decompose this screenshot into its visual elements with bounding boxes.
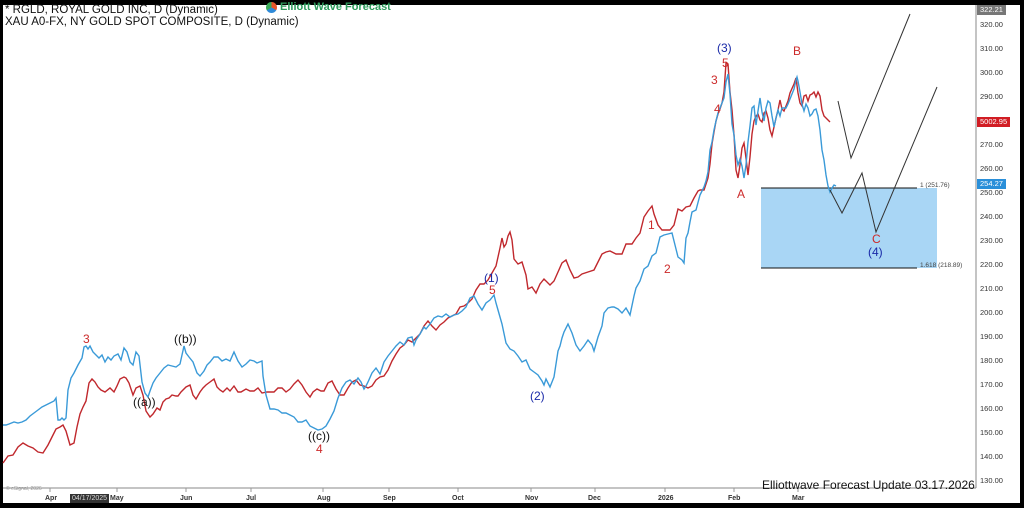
y-tick-180: 180.00 bbox=[980, 356, 1003, 365]
y-tick-150: 150.00 bbox=[980, 428, 1003, 437]
fib-label-1618: 1.618 (218.89) bbox=[920, 262, 963, 269]
x-tick-nov: Nov bbox=[525, 495, 539, 502]
overlay-symbol-title: XAU A0-FX, NY GOLD SPOT COMPOSITE, D (Dy… bbox=[5, 16, 299, 28]
cursor-date-tag: 04/17/2025 bbox=[70, 494, 110, 503]
wave-label-2-minor: 2 bbox=[664, 262, 671, 276]
y-tick-170: 170.00 bbox=[980, 380, 1003, 389]
rgld-series-line bbox=[3, 73, 837, 431]
price-tag-xau-last: 5002.95 bbox=[977, 117, 1011, 127]
y-tick-200: 200.00 bbox=[980, 308, 1003, 317]
wave-label-4-minor: 4 bbox=[714, 102, 721, 116]
y-tick-230: 230.00 bbox=[980, 236, 1003, 245]
brand-logo-icon bbox=[266, 1, 277, 13]
copyright-text: © eSignal, 2026 bbox=[6, 486, 42, 492]
y-tick-140: 140.00 bbox=[980, 452, 1003, 461]
x-tick-2026: 2026 bbox=[658, 495, 674, 502]
wave-label-3-left: 3 bbox=[83, 332, 90, 346]
wave-label-1-major: (1) bbox=[484, 271, 499, 285]
y-tick-320: 320.00 bbox=[980, 20, 1003, 29]
x-tick-feb: Feb bbox=[728, 495, 741, 502]
update-caption: Elliottwave Forecast Update 03.17.2026 bbox=[762, 478, 975, 492]
y-tick-130: 130.00 bbox=[980, 476, 1003, 485]
y-tick-210: 210.00 bbox=[980, 284, 1003, 293]
x-tick-may: May bbox=[110, 495, 124, 502]
x-tick-oct: Oct bbox=[452, 495, 464, 502]
wave-label-A: A bbox=[737, 187, 746, 201]
wave-label-1-minor: 1 bbox=[648, 218, 655, 232]
projection-path-primary bbox=[837, 13, 911, 160]
primary-symbol-title: * RGLD, ROYAL GOLD INC, D (Dynamic) bbox=[5, 4, 218, 16]
y-tick-240: 240.00 bbox=[980, 212, 1003, 221]
y-tick-190: 190.00 bbox=[980, 332, 1003, 341]
wave-label-5-mid: 5 bbox=[489, 283, 496, 297]
y-tick-300: 300.00 bbox=[980, 68, 1003, 77]
wave-label-5-top: 5 bbox=[722, 56, 729, 70]
wave-label-3-minor: 3 bbox=[711, 73, 718, 87]
xau-series-line bbox=[2, 61, 831, 464]
wave-label-3-major: (3) bbox=[717, 41, 732, 55]
x-tick-jul: Jul bbox=[246, 495, 257, 502]
y-tick-270: 270.00 bbox=[980, 140, 1003, 149]
wave-label-4-major: (4) bbox=[868, 245, 883, 259]
fib-label-1: 1 (251.76) bbox=[920, 182, 950, 189]
wave-label-a-sub: ((a)) bbox=[133, 395, 156, 409]
x-tick-aug: Aug bbox=[317, 495, 331, 502]
wave-label-2-major: (2) bbox=[530, 389, 545, 403]
y-tick-160: 160.00 bbox=[980, 404, 1003, 413]
y-tick-260: 260.00 bbox=[980, 164, 1003, 173]
x-tick-sep: Sep bbox=[383, 495, 396, 502]
wave-label-c-sub: ((c)) bbox=[308, 429, 330, 443]
x-tick-jun: Jun bbox=[180, 495, 193, 502]
x-ticks bbox=[49, 488, 799, 492]
x-tick-apr: Apr bbox=[45, 495, 58, 502]
y-tick-220: 220.00 bbox=[980, 260, 1003, 269]
price-tag-rgld-last: 254.27 bbox=[977, 179, 1006, 189]
wave-label-b-sub: ((b)) bbox=[174, 332, 197, 346]
wave-label-B: B bbox=[793, 44, 802, 58]
wave-label-C: C bbox=[872, 232, 881, 246]
y-tick-250: 250.00 bbox=[980, 188, 1003, 197]
y-tick-310: 310.00 bbox=[980, 44, 1003, 53]
brand-name: Elliott Wave Forecast bbox=[280, 1, 391, 13]
price-tag-top: 322.21 bbox=[977, 5, 1006, 15]
fib-target-zone bbox=[761, 188, 937, 268]
y-tick-290: 290.00 bbox=[980, 92, 1003, 101]
brand-logo: Elliott Wave Forecast bbox=[266, 1, 391, 13]
x-tick-mar: Mar bbox=[792, 495, 805, 502]
wave-label-4-left: 4 bbox=[316, 442, 323, 456]
projection-path-alternate bbox=[829, 86, 938, 234]
x-tick-dec: Dec bbox=[588, 495, 601, 502]
